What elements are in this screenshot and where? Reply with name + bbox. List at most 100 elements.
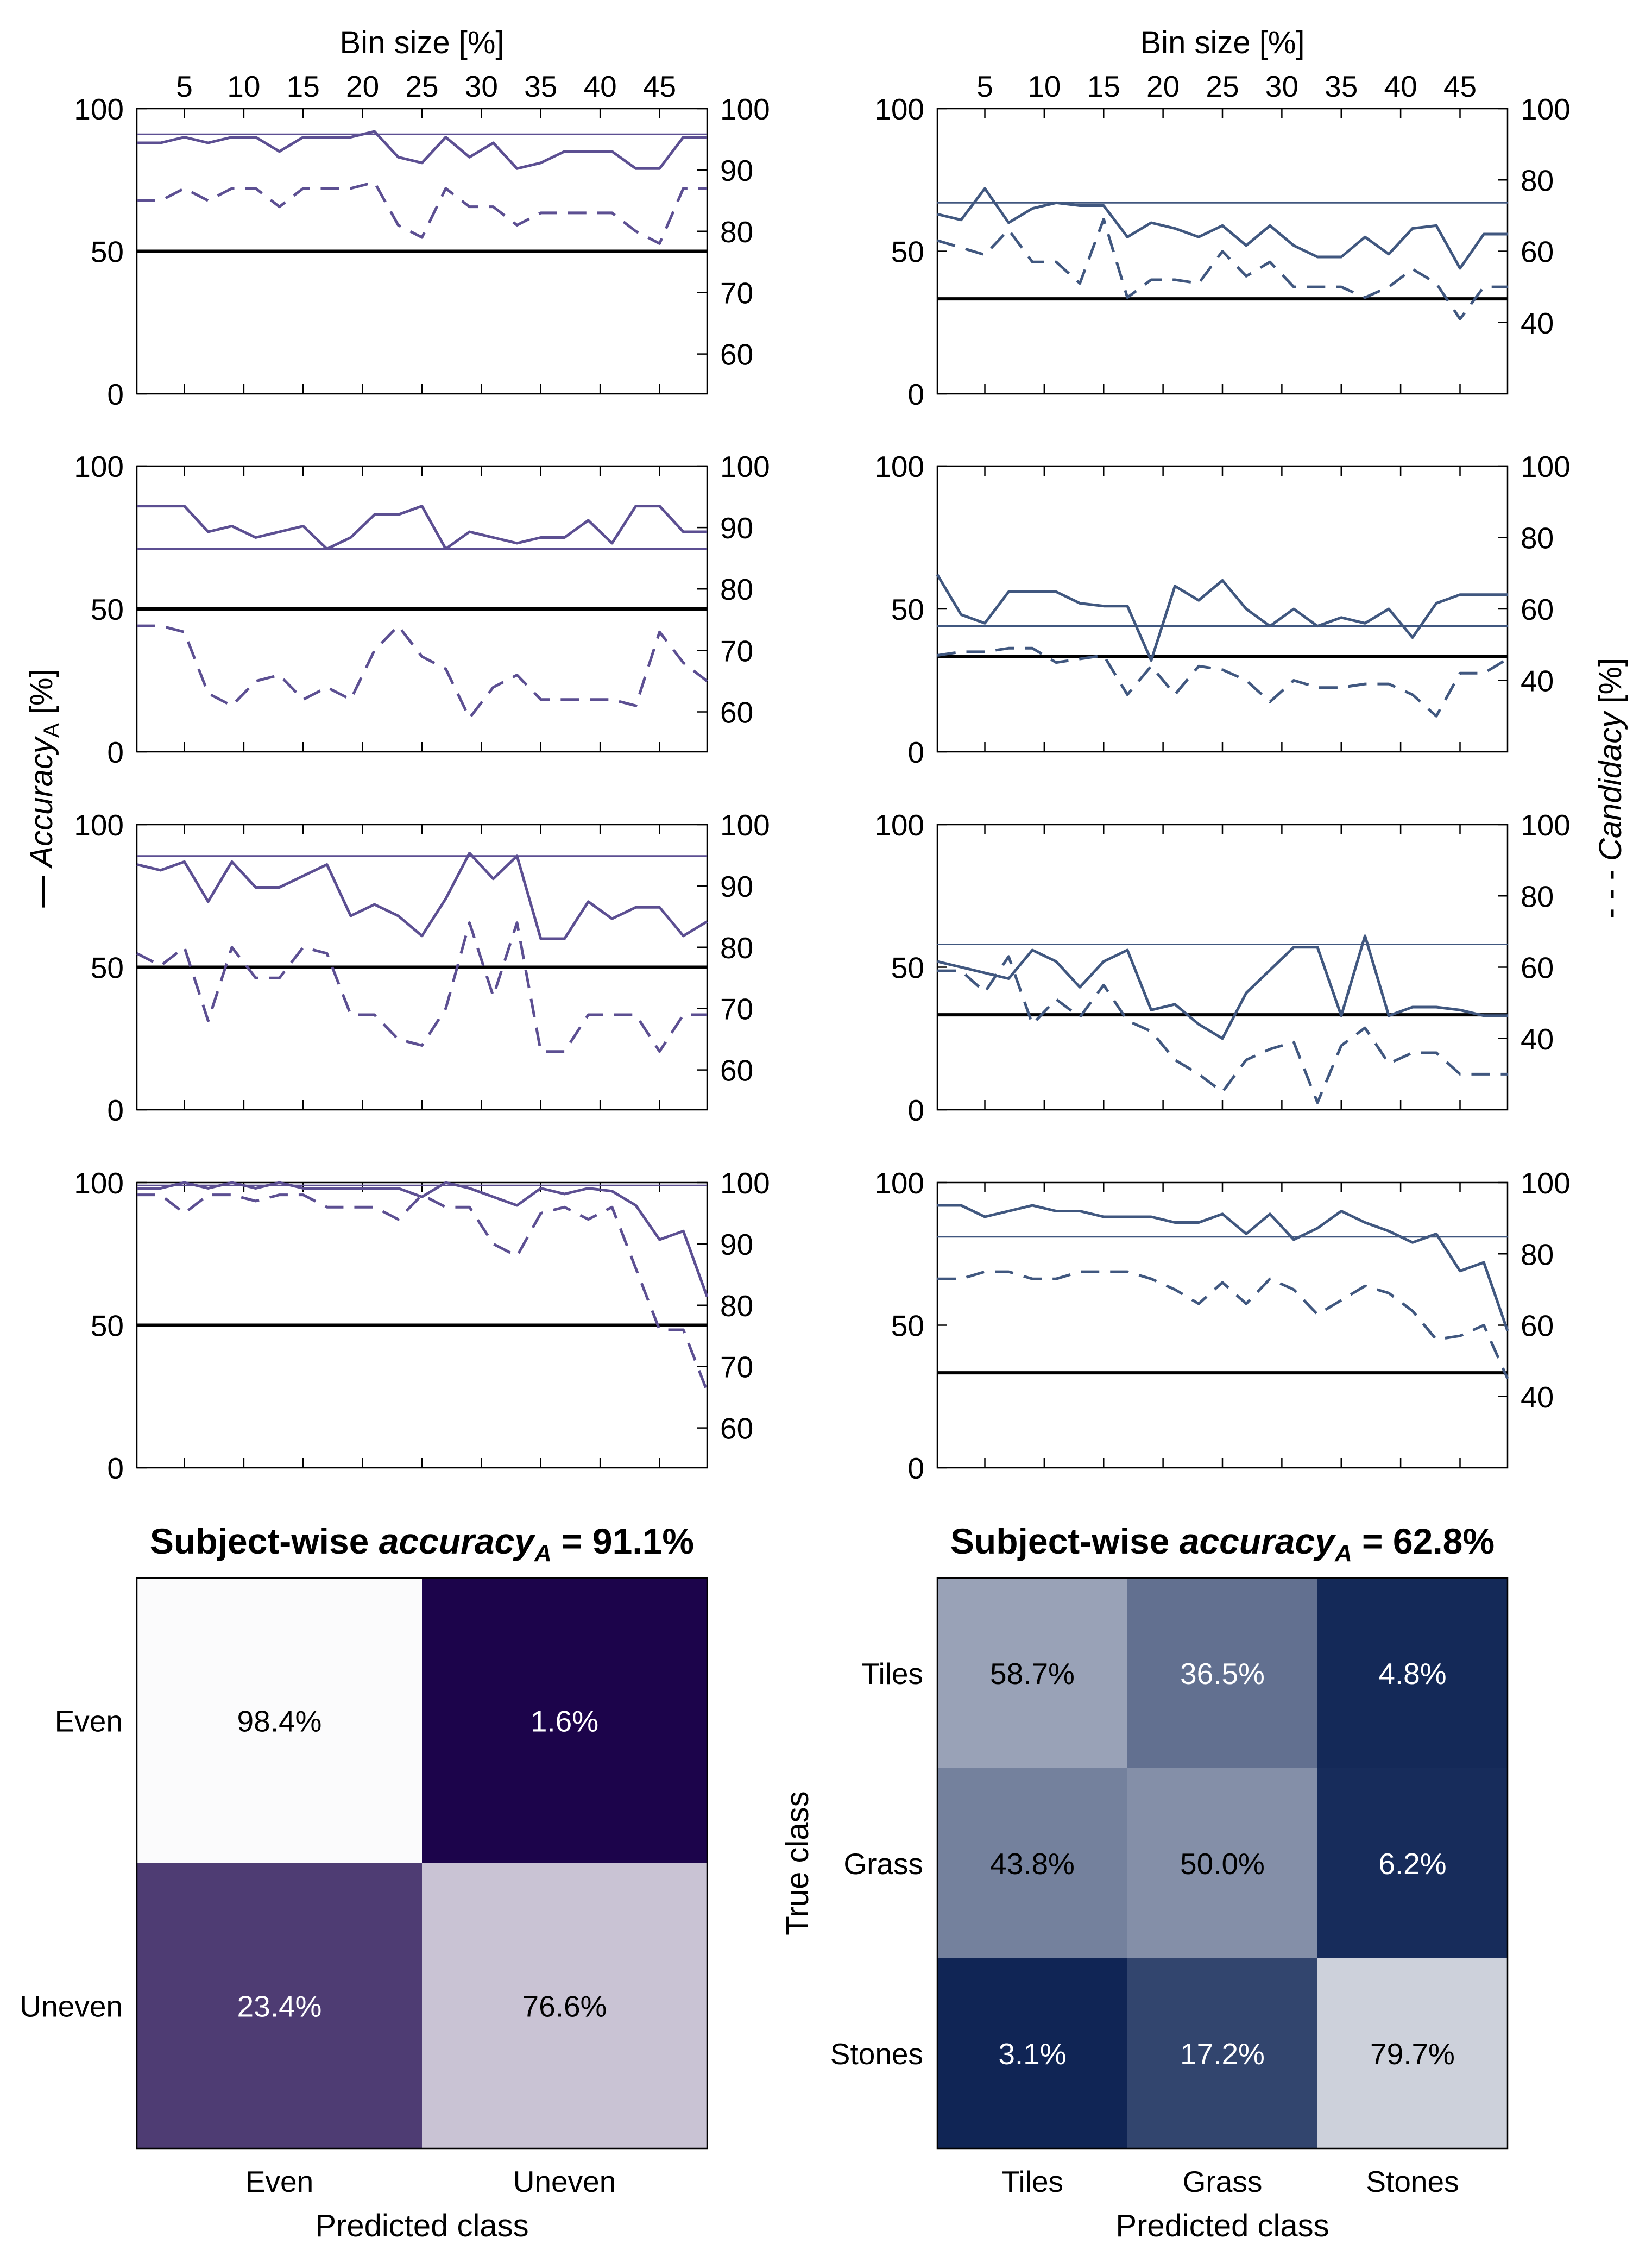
left-axis-subscript: A (40, 723, 64, 738)
right-tick-label: 100 (1521, 92, 1571, 126)
plot-frame (936, 465, 1509, 753)
x-tick-label: 5 (976, 70, 993, 103)
right-tick-label: 80 (720, 573, 753, 606)
matrix-cell (422, 1863, 707, 2148)
right-tick-label: 70 (720, 634, 753, 668)
left-axis-label: Accuracy (24, 736, 59, 869)
x-axis-title: Bin size [%] (340, 25, 505, 60)
matrix-cell (1317, 1578, 1508, 1768)
matrix-cell (937, 1578, 1127, 1768)
right-axis-title-group: - - - Candidacy [%] (1593, 658, 1628, 919)
line-panel-p5: 0 50 100 60 70 80 90 100 (74, 808, 770, 1127)
line-panel-p4: 0 50 100 40 60 80 100 (874, 450, 1571, 769)
x-tick-label: 25 (405, 70, 438, 103)
right-axis-label: Candidacy (1593, 711, 1628, 861)
left-axis-unit: [%] (24, 669, 59, 723)
line-panel-p6: 0 50 100 40 60 80 100 (874, 808, 1571, 1127)
candidacy-series-line (137, 624, 708, 720)
left-tick-label: 50 (91, 951, 124, 985)
right-tick-label: 90 (720, 1228, 753, 1261)
title-prefix: Subject-wise (150, 1521, 379, 1561)
right-axis-unit: [%] (1593, 658, 1628, 712)
x-tick-label: 25 (1206, 70, 1239, 103)
right-tick-label: 90 (720, 511, 753, 545)
right-tick-label: 80 (1521, 164, 1554, 197)
matrix-cell-value: 4.8% (1378, 1657, 1446, 1690)
right-tick-label: 90 (720, 870, 753, 903)
right-tick-label: 80 (720, 215, 753, 249)
right-tick-label: 80 (1521, 879, 1554, 913)
title-metric: accuracy (1180, 1521, 1337, 1561)
x-tick-label: 20 (346, 70, 379, 103)
left-tick-label: 50 (891, 951, 924, 985)
left-tick-label: 50 (891, 235, 924, 269)
x-axis-title: Predicted class (315, 2208, 528, 2243)
x-tick-label: 35 (524, 70, 557, 103)
x-tick-label: 35 (1325, 70, 1358, 103)
left-tick-label: 100 (874, 450, 924, 483)
matrix-cell (1317, 1768, 1508, 1958)
column-label: Even (245, 2165, 313, 2198)
matrix-cell (1127, 1958, 1317, 2148)
right-tick-label: 40 (1521, 1022, 1554, 1056)
right-tick-label: 100 (1521, 808, 1571, 842)
left-tick-label: 0 (907, 378, 924, 411)
left-legend-glyph: — (24, 868, 59, 908)
x-axis-title: Predicted class (1115, 2208, 1329, 2243)
right-tick-label: 60 (720, 338, 753, 372)
right-tick-label: 60 (1521, 951, 1554, 985)
x-axis-title: Bin size [%] (1140, 25, 1305, 60)
right-tick-label: 40 (1521, 664, 1554, 698)
matrix-cell-value: 50.0% (1180, 1847, 1265, 1881)
confusion-title: Subject-wise accuracyA = 62.8% (950, 1521, 1495, 1567)
column-label: Grass (1183, 2165, 1263, 2198)
left-tick-label: 100 (74, 808, 124, 842)
x-tick-label: 45 (1443, 70, 1477, 103)
matrix-frame (136, 1577, 708, 2150)
left-tick-label: 0 (907, 1093, 924, 1127)
left-tick-label: 50 (91, 1309, 124, 1343)
accuracy-series-line (937, 187, 1508, 270)
matrix-cell (1317, 1958, 1508, 2148)
left-tick-label: 0 (107, 1451, 124, 1485)
matrix-cell-value: 43.8% (990, 1847, 1075, 1881)
matrix-frame (936, 1577, 1509, 2150)
left-axis-title-group: — AccuracyA [%] (24, 669, 64, 907)
matrix-cell-value: 58.7% (990, 1657, 1075, 1690)
matrix-cell (937, 1768, 1127, 1958)
accuracy-series-line (937, 1204, 1509, 1331)
matrix-cell (1127, 1768, 1317, 1958)
right-tick-label: 80 (720, 931, 753, 965)
left-tick-label: 50 (891, 593, 924, 626)
confusion-matrix-cm_left: Subject-wise accuracyA = 91.1% 98.4% 1.6% 2… (20, 1521, 708, 2243)
candidacy-series-line (136, 921, 707, 1053)
matrix-cell-value: 36.5% (1180, 1657, 1265, 1690)
column-label: Stones (1366, 2165, 1459, 2198)
matrix-cell-value: 6.2% (1378, 1847, 1446, 1881)
confusion-title: Subject-wise accuracyA = 91.1% (150, 1521, 694, 1567)
line-panel-p7: 0 50 100 60 70 80 90 100 (74, 1166, 770, 1485)
matrix-cell (137, 1863, 422, 2148)
left-tick-label: 50 (91, 235, 124, 269)
column-label: Tiles (1001, 2165, 1063, 2198)
accuracy-series-line (937, 934, 1508, 1040)
y-axis-title: True class (780, 1791, 815, 1935)
left-tick-label: 50 (91, 593, 124, 626)
title-subscript: A (534, 1540, 552, 1567)
x-tick-label: 15 (1087, 70, 1120, 103)
row-label: Tiles (861, 1657, 923, 1690)
left-tick-label: 0 (907, 1451, 924, 1485)
x-tick-label: 10 (227, 70, 260, 103)
accuracy-series-line (936, 574, 1508, 662)
row-label: Even (55, 1705, 123, 1738)
title-value: = 91.1% (552, 1521, 694, 1561)
row-label: Grass (843, 1847, 923, 1881)
right-tick-label: 80 (1521, 1237, 1554, 1271)
x-tick-label: 10 (1027, 70, 1061, 103)
left-tick-label: 100 (74, 1166, 124, 1200)
x-tick-label: 30 (1265, 70, 1298, 103)
right-tick-label: 60 (1521, 235, 1554, 269)
matrix-cell (422, 1578, 707, 1863)
plot-frame (936, 824, 1509, 1111)
